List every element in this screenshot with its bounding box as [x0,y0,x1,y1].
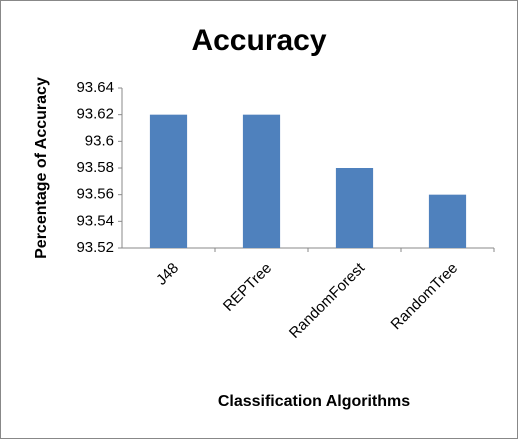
chart-title: Accuracy [191,24,326,57]
y-tick-label: 93.54 [76,212,114,229]
x-axis-title: Classification Algorithms [218,393,410,410]
bar [335,168,374,248]
bar [149,114,188,249]
y-tick-label: 93.56 [76,186,114,203]
y-tick-label: 93.64 [76,79,114,96]
y-tick-label: 93.6 [85,132,114,149]
bar [428,194,467,248]
y-tick-label: 93.58 [76,159,114,176]
y-tick-label: 93.52 [76,239,114,256]
bar [242,114,281,249]
y-tick-label: 93.62 [76,106,114,123]
y-axis-title: Percentage of Accuracy [33,77,50,259]
